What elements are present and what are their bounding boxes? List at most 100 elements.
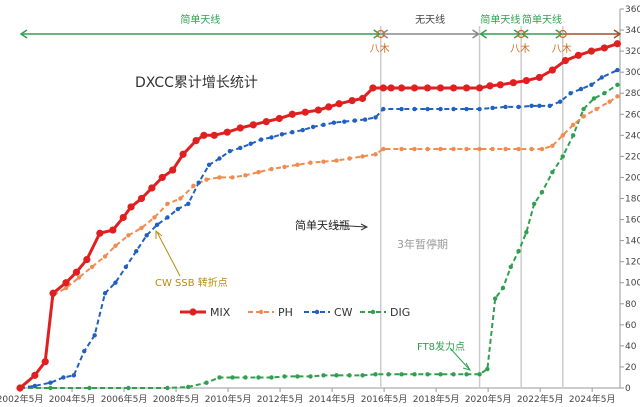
data-point-mix	[148, 184, 156, 192]
data-point-mix	[475, 84, 484, 92]
x-tick-label: 2004年5月	[49, 393, 96, 405]
data-point-dig	[524, 229, 529, 235]
data-point-ph	[539, 146, 545, 152]
y-tick-label: 280	[625, 89, 640, 99]
data-point-cw	[381, 106, 386, 112]
data-point-ph	[269, 166, 274, 172]
data-point-dig	[570, 133, 576, 138]
legend-marker-dig	[370, 309, 376, 315]
data-point-mix	[223, 128, 231, 136]
data-point-cw	[82, 348, 87, 354]
data-point-cw	[196, 180, 201, 185]
data-point-ph	[412, 146, 417, 152]
series-line-ph	[19, 95, 618, 389]
x-tick-label: 2020年5月	[465, 393, 512, 405]
data-point-cw	[412, 106, 417, 112]
data-point-dig	[347, 373, 352, 378]
yagi-arrow-head	[613, 29, 622, 39]
y-tick-label: 260	[625, 110, 640, 120]
data-point-ph	[490, 146, 495, 152]
data-point-ph	[581, 114, 586, 119]
y-tick-label: 100	[625, 279, 640, 289]
data-point-dig	[399, 372, 404, 377]
period-arrow-head-right	[472, 29, 480, 39]
data-point-cw	[238, 145, 243, 151]
data-point-cw	[165, 215, 170, 220]
data-point-cw	[425, 106, 430, 112]
data-point-mix	[358, 94, 367, 103]
data-point-cw	[352, 118, 357, 123]
data-point-mix	[192, 136, 200, 145]
data-point-cw	[279, 132, 285, 137]
data-point-cw	[557, 99, 563, 104]
simple-antenna-bottleneck-annotation: 简单天线瓶	[295, 218, 350, 232]
data-point-cw	[399, 106, 404, 112]
data-point-dig	[516, 248, 521, 254]
y-tick-label: 20	[625, 363, 637, 373]
data-point-mix	[158, 173, 166, 182]
data-point-ph	[178, 196, 183, 201]
data-point-mix	[83, 255, 91, 264]
data-point-ph	[550, 143, 555, 149]
data-point-ph	[560, 133, 565, 138]
data-point-mix	[325, 103, 333, 111]
data-point-ph	[477, 146, 482, 152]
data-point-ph	[89, 264, 95, 270]
data-point-ph	[217, 175, 222, 180]
data-point-dig	[602, 91, 607, 96]
data-point-mix	[16, 384, 24, 392]
data-point-ph	[165, 201, 170, 206]
data-point-cw	[175, 206, 181, 212]
data-point-mix	[335, 100, 343, 108]
data-point-mix	[62, 279, 70, 287]
y-tick-label: 240	[625, 131, 640, 141]
legend-label-cw: CW	[334, 306, 353, 319]
data-point-cw	[258, 137, 264, 142]
data-point-ph	[256, 169, 261, 175]
yagi-marker-circle	[558, 29, 567, 39]
data-point-cw	[547, 103, 552, 109]
series-line-cw	[19, 69, 618, 389]
data-point-cw	[206, 162, 212, 168]
y-tick-label: 360	[625, 5, 640, 15]
data-point-ph	[243, 173, 248, 178]
period-label: 简单天线	[522, 13, 562, 26]
period-label: 简单天线	[180, 13, 220, 26]
data-point-mix	[200, 131, 208, 139]
data-point-ph	[113, 243, 118, 249]
data-point-cw	[290, 129, 295, 135]
data-point-cw	[342, 119, 347, 124]
period-label: 简单天线	[480, 13, 520, 26]
data-point-cw	[123, 264, 129, 270]
y-tick-label: 120	[625, 258, 640, 268]
data-point-dig	[412, 372, 417, 377]
data-point-ph	[451, 146, 456, 152]
data-point-mix	[496, 81, 504, 89]
data-point-ph	[594, 106, 599, 112]
data-point-cw	[300, 127, 305, 133]
data-point-dig	[477, 372, 482, 377]
data-point-cw	[568, 91, 573, 96]
data-point-mix	[236, 124, 244, 132]
data-point-mix	[275, 114, 283, 123]
data-point-cw	[477, 106, 482, 112]
cw-ssb-turning-point-annotation: CW SSB 转折点	[155, 276, 228, 289]
data-point-cw	[438, 106, 443, 112]
data-point-ph	[321, 159, 326, 164]
data-point-cw	[310, 124, 316, 130]
data-point-cw	[464, 106, 469, 112]
data-point-mix	[436, 84, 445, 92]
data-point-mix	[379, 84, 387, 92]
series-line-mix	[19, 42, 618, 390]
data-point-ph	[360, 154, 365, 159]
yagi-marker-label: 八木	[370, 43, 390, 55]
y-tick-label: 220	[625, 152, 640, 162]
data-point-ph	[126, 233, 131, 238]
data-point-ph	[516, 146, 521, 152]
data-point-cw	[61, 375, 66, 380]
data-point-mix	[127, 203, 135, 211]
data-point-mix	[522, 76, 530, 85]
data-point-dig	[321, 373, 326, 378]
period-arrow-head-left	[520, 29, 529, 39]
data-point-ph	[607, 99, 612, 104]
